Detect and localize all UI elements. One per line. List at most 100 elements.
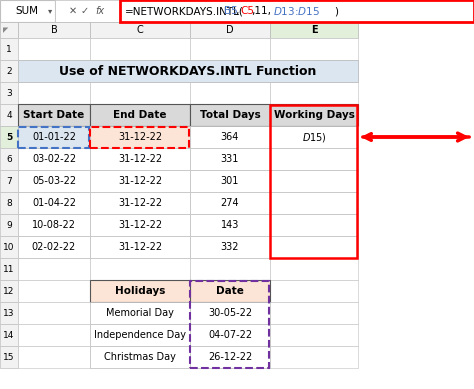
Text: $D$15): $D$15) bbox=[301, 130, 327, 144]
Bar bbox=[90, 258, 190, 280]
Text: Start Date: Start Date bbox=[23, 110, 85, 120]
Bar bbox=[90, 324, 190, 346]
Bar bbox=[190, 148, 270, 170]
Text: Use of NETWORKDAYS.INTL Function: Use of NETWORKDAYS.INTL Function bbox=[59, 65, 317, 77]
Text: Holidays: Holidays bbox=[115, 286, 165, 296]
Bar bbox=[0, 148, 18, 170]
Bar bbox=[120, 0, 474, 22]
Bar bbox=[190, 170, 270, 192]
Bar bbox=[190, 38, 270, 60]
Bar bbox=[18, 126, 90, 148]
Text: 301: 301 bbox=[221, 176, 239, 186]
Bar bbox=[18, 170, 90, 192]
Bar bbox=[90, 280, 190, 302]
Text: 30-05-22: 30-05-22 bbox=[208, 308, 252, 318]
Bar bbox=[90, 126, 190, 148]
Bar bbox=[191, 280, 270, 368]
Text: ✓: ✓ bbox=[81, 6, 89, 16]
Bar bbox=[190, 236, 270, 258]
Bar bbox=[190, 192, 270, 214]
Bar bbox=[190, 60, 270, 82]
Bar bbox=[190, 104, 270, 126]
Bar bbox=[90, 126, 190, 148]
Bar bbox=[90, 236, 190, 258]
Text: 31-12-22: 31-12-22 bbox=[118, 242, 162, 252]
Text: 143: 143 bbox=[221, 220, 239, 230]
Bar bbox=[90, 104, 190, 126]
Bar bbox=[190, 192, 270, 214]
Bar bbox=[18, 148, 90, 170]
Text: E: E bbox=[310, 25, 317, 35]
Bar bbox=[0, 126, 18, 148]
Text: 02-02-22: 02-02-22 bbox=[32, 242, 76, 252]
Bar bbox=[270, 192, 358, 214]
Text: 9: 9 bbox=[6, 221, 12, 230]
Bar bbox=[270, 126, 358, 148]
Text: 10: 10 bbox=[3, 242, 15, 252]
Bar bbox=[18, 280, 90, 302]
Bar bbox=[270, 104, 358, 126]
Bar bbox=[0, 60, 18, 82]
Bar bbox=[18, 258, 90, 280]
Bar bbox=[270, 280, 358, 302]
Bar bbox=[18, 170, 90, 192]
Bar bbox=[0, 192, 18, 214]
Bar bbox=[90, 170, 190, 192]
Text: C: C bbox=[137, 25, 143, 35]
Bar bbox=[18, 236, 90, 258]
Bar bbox=[18, 126, 90, 147]
Bar bbox=[90, 148, 190, 170]
Text: 01-04-22: 01-04-22 bbox=[32, 198, 76, 208]
Text: 14: 14 bbox=[3, 331, 15, 340]
Bar bbox=[190, 126, 270, 148]
Bar bbox=[18, 324, 90, 346]
Bar bbox=[270, 60, 358, 82]
Bar bbox=[18, 192, 90, 214]
Text: ✕: ✕ bbox=[69, 6, 77, 16]
Bar bbox=[18, 82, 90, 104]
Text: 31-12-22: 31-12-22 bbox=[118, 220, 162, 230]
Bar bbox=[270, 38, 358, 60]
Bar bbox=[190, 170, 270, 192]
Bar bbox=[18, 148, 90, 170]
Text: 04-07-22: 04-07-22 bbox=[208, 330, 252, 340]
Bar bbox=[190, 346, 270, 368]
Bar bbox=[18, 60, 358, 82]
Bar bbox=[90, 82, 190, 104]
Bar bbox=[18, 60, 90, 82]
Text: 331: 331 bbox=[221, 154, 239, 164]
Bar bbox=[190, 258, 270, 280]
Bar bbox=[190, 324, 270, 346]
Text: ▾: ▾ bbox=[48, 7, 52, 16]
Text: 15: 15 bbox=[3, 352, 15, 361]
Bar bbox=[0, 346, 18, 368]
Bar bbox=[18, 214, 90, 236]
Bar bbox=[18, 236, 90, 258]
Bar bbox=[270, 258, 358, 280]
Text: 26-12-22: 26-12-22 bbox=[208, 352, 252, 362]
Bar bbox=[270, 148, 358, 170]
Text: ,11,: ,11, bbox=[252, 6, 272, 16]
Bar bbox=[190, 302, 270, 324]
Bar bbox=[18, 192, 90, 214]
Bar bbox=[90, 346, 190, 368]
Bar bbox=[0, 38, 18, 60]
Text: 364: 364 bbox=[221, 132, 239, 142]
Bar bbox=[18, 104, 90, 126]
Bar bbox=[91, 126, 190, 147]
Bar bbox=[190, 214, 270, 236]
Bar bbox=[0, 280, 18, 302]
Bar bbox=[0, 236, 18, 258]
Bar bbox=[0, 302, 18, 324]
Bar bbox=[270, 214, 358, 236]
Text: 4: 4 bbox=[6, 110, 12, 119]
Bar bbox=[55, 0, 120, 22]
Bar bbox=[18, 214, 90, 236]
Text: =NETWORKDAYS.INTL(: =NETWORKDAYS.INTL( bbox=[125, 6, 244, 16]
Bar bbox=[270, 346, 358, 368]
Bar bbox=[270, 324, 358, 346]
Bar bbox=[270, 22, 358, 38]
Bar bbox=[190, 280, 270, 302]
Bar bbox=[190, 22, 270, 38]
Bar bbox=[90, 104, 190, 126]
